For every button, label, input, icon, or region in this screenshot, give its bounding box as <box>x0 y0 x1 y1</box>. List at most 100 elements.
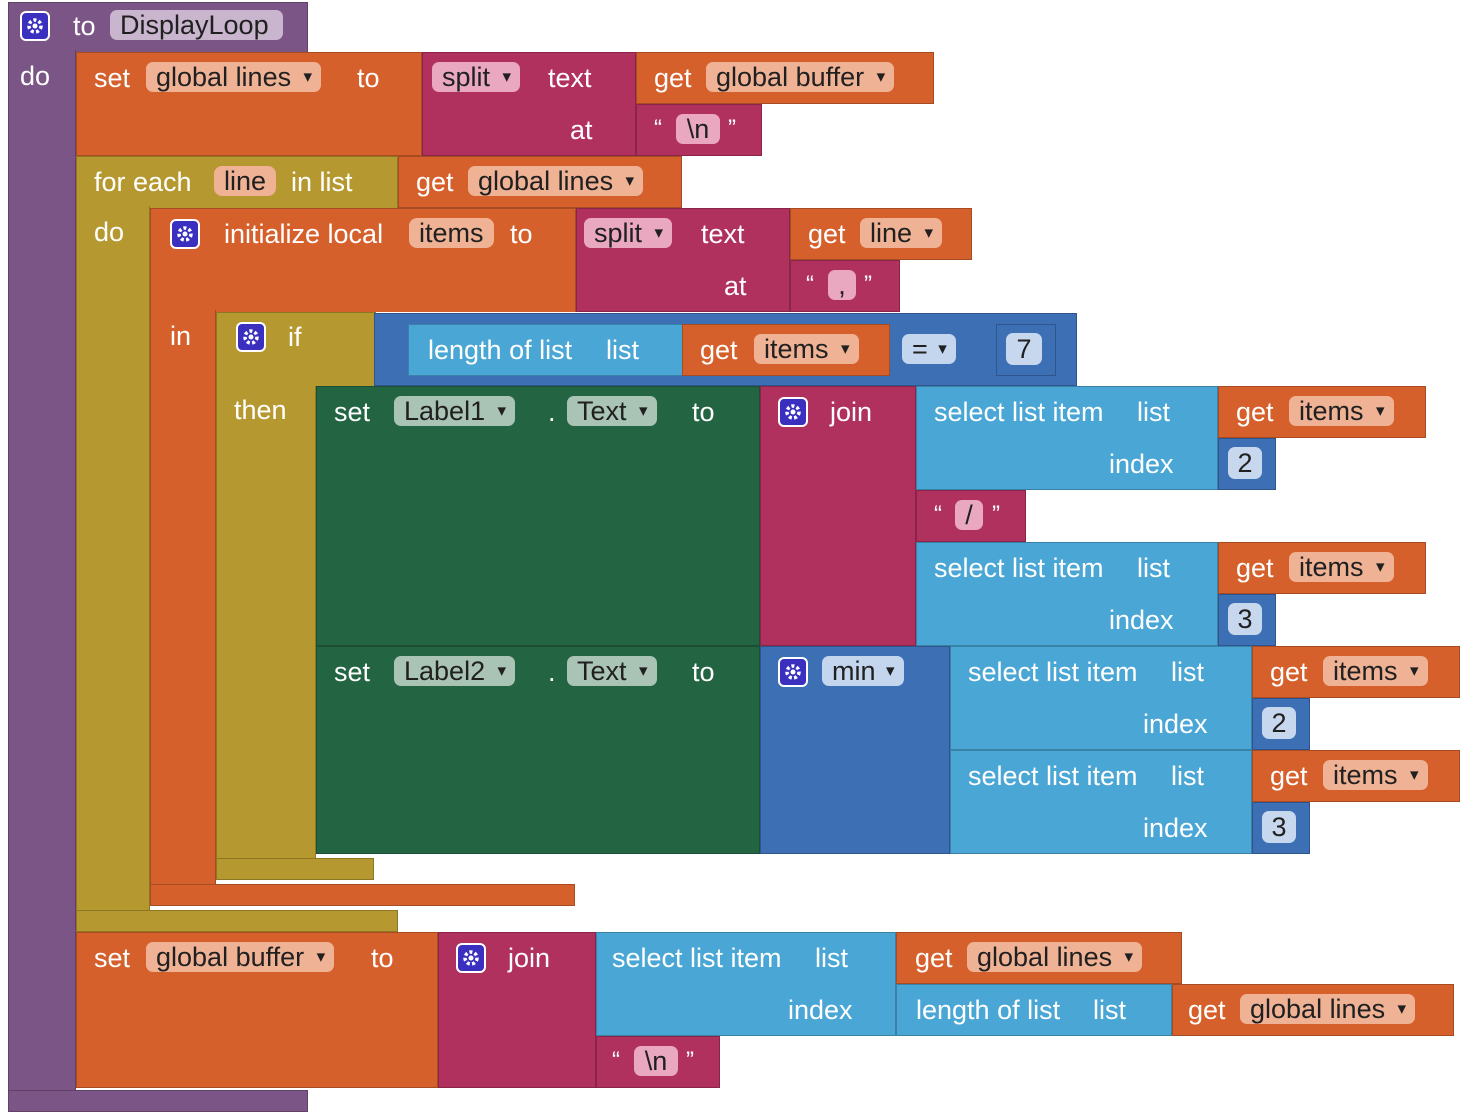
get-variable-dropdown[interactable]: items <box>754 334 859 364</box>
set-label: set <box>94 63 131 93</box>
mutator-gear-icon[interactable] <box>456 943 486 973</box>
split-block[interactable] <box>422 52 636 156</box>
dot-label: . <box>548 657 556 687</box>
mutator-gear-icon[interactable] <box>778 657 808 687</box>
list-label: list <box>1171 657 1204 687</box>
for-each-var-field[interactable]: line <box>214 166 277 196</box>
mutator-gear-icon[interactable] <box>170 219 200 249</box>
component-dropdown[interactable]: Label2 <box>394 656 516 686</box>
get-variable-dropdown[interactable]: global lines <box>1240 994 1416 1024</box>
for-each-rail <box>76 206 150 912</box>
initialize-local-rail <box>150 310 216 886</box>
property-dropdown[interactable]: Text <box>567 656 657 686</box>
split-at-label: at <box>570 115 593 145</box>
set-label: set <box>334 657 371 687</box>
get-label: get <box>915 943 953 973</box>
length-of-list-label: length of list <box>916 995 1061 1025</box>
select-list-item-block[interactable] <box>596 932 896 1036</box>
get-label: get <box>1270 657 1308 687</box>
set-label2-text-block[interactable] <box>316 646 760 854</box>
variable-dropdown[interactable]: global buffer <box>146 942 335 972</box>
procedure-footer <box>8 1090 308 1112</box>
to-label: to <box>510 219 533 249</box>
get-variable-dropdown[interactable]: items <box>1289 552 1394 582</box>
index-label: index <box>1109 605 1174 635</box>
procedure-body-rail <box>8 50 76 1092</box>
initialize-local-block[interactable] <box>150 208 576 312</box>
to-label: to <box>357 63 380 93</box>
mutator-gear-icon[interactable] <box>20 11 50 41</box>
get-label: get <box>808 219 846 249</box>
get-variable-dropdown[interactable]: items <box>1289 396 1394 426</box>
join-block[interactable] <box>760 386 916 646</box>
text-string-field[interactable]: , <box>828 270 856 300</box>
select-list-item-block[interactable] <box>950 646 1252 750</box>
length-of-list-block[interactable] <box>896 984 1172 1036</box>
procedure-name-field[interactable]: DisplayLoop <box>110 10 283 40</box>
get-label: get <box>700 335 738 365</box>
in-label: in <box>170 321 192 351</box>
math-op-dropdown[interactable]: min <box>822 656 904 686</box>
length-of-list-label: length of list <box>428 335 573 365</box>
number-field[interactable]: 3 <box>1262 811 1296 843</box>
quote-close: ” <box>864 271 872 298</box>
list-label: list <box>1093 995 1126 1025</box>
text-string-field[interactable]: \n <box>676 114 720 144</box>
compare-op-dropdown[interactable]: = <box>902 334 956 364</box>
list-label: list <box>1137 397 1170 427</box>
procedure-to-label: to <box>73 11 96 41</box>
get-label: get <box>1188 995 1226 1025</box>
text-string-field[interactable]: \n <box>634 1046 678 1076</box>
split-at-label: at <box>724 271 747 301</box>
get-variable-dropdown[interactable]: items <box>1323 760 1428 790</box>
get-label: get <box>1236 397 1274 427</box>
index-label: index <box>1143 709 1208 739</box>
get-label: get <box>416 167 454 197</box>
for-each-footer <box>76 910 398 932</box>
dot-label: . <box>548 397 556 427</box>
split-op-dropdown[interactable]: split <box>584 218 673 248</box>
variable-dropdown[interactable]: global lines <box>146 62 322 92</box>
for-each-label: for each <box>94 167 192 197</box>
split-text-label: text <box>548 63 592 93</box>
number-field[interactable]: 2 <box>1262 707 1296 739</box>
split-block[interactable] <box>576 208 790 312</box>
select-list-item-label: select list item <box>968 761 1138 791</box>
in-list-label: in list <box>291 167 353 197</box>
set-label1-text-block[interactable] <box>316 386 760 646</box>
get-variable-dropdown[interactable]: global lines <box>967 942 1143 972</box>
list-label: list <box>606 335 639 365</box>
index-label: index <box>1109 449 1174 479</box>
select-list-item-label: select list item <box>612 943 782 973</box>
split-op-dropdown[interactable]: split <box>432 62 521 92</box>
select-list-item-block[interactable] <box>950 750 1252 854</box>
number-field[interactable]: 3 <box>1228 603 1262 635</box>
set-label: set <box>334 397 371 427</box>
number-field[interactable]: 2 <box>1228 447 1262 479</box>
component-dropdown[interactable]: Label1 <box>394 396 516 426</box>
property-dropdown[interactable]: Text <box>567 396 657 426</box>
mutator-gear-icon[interactable] <box>236 322 266 352</box>
text-string-field[interactable]: / <box>955 500 983 530</box>
get-label: get <box>1236 553 1274 583</box>
quote-close: ” <box>992 501 1000 528</box>
to-label: to <box>371 943 394 973</box>
select-list-item-block[interactable] <box>916 386 1218 490</box>
select-list-item-block[interactable] <box>916 542 1218 646</box>
get-variable-dropdown[interactable]: global buffer <box>706 62 895 92</box>
procedure-do-label: do <box>20 61 51 91</box>
initialize-local-label: initialize local <box>224 219 384 249</box>
if-then-rail <box>216 386 316 860</box>
get-variable-dropdown[interactable]: global lines <box>468 166 644 196</box>
quote-open: “ <box>806 271 814 298</box>
get-variable-dropdown[interactable]: items <box>1323 656 1428 686</box>
mutator-gear-icon[interactable] <box>778 397 808 427</box>
get-variable-dropdown[interactable]: line <box>860 218 943 248</box>
then-label: then <box>234 395 287 425</box>
quote-close: ” <box>728 115 736 142</box>
number-field[interactable]: 7 <box>1006 333 1042 365</box>
set-label: set <box>94 943 131 973</box>
local-var-field[interactable]: items <box>409 218 494 248</box>
list-label: list <box>1137 553 1170 583</box>
quote-open: “ <box>612 1047 620 1074</box>
